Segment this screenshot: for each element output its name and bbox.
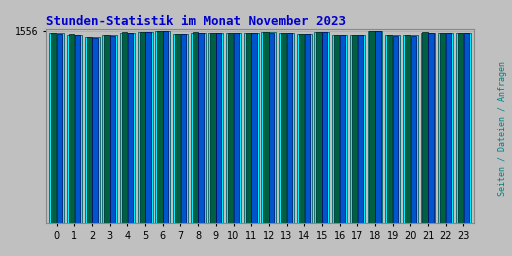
Bar [316,32,322,223]
Bar [92,38,98,223]
Bar [387,35,392,223]
Bar [287,33,292,223]
Bar [181,34,186,223]
Bar [57,34,62,223]
Bar [163,31,168,223]
Bar [357,35,363,223]
Bar [145,32,151,223]
Bar [140,32,145,223]
Bar [352,35,357,223]
Bar [67,35,82,223]
Bar [446,33,451,223]
Bar [157,31,162,223]
Bar [334,35,339,223]
Bar [405,35,410,223]
Bar [191,33,206,223]
Bar [75,35,80,223]
Bar [297,34,312,223]
Bar [104,35,110,223]
Bar [102,36,117,223]
Bar [216,33,221,223]
Bar [262,32,276,223]
Text: Stunden-Statistik im Monat November 2023: Stunden-Statistik im Monat November 2023 [46,15,346,28]
Bar [193,32,198,223]
Bar [385,35,400,223]
Bar [122,32,127,223]
Bar [279,33,294,223]
Bar [375,31,380,223]
Bar [322,32,328,223]
Bar [403,35,418,223]
Bar [246,33,251,223]
Bar [340,35,345,223]
Bar [175,34,180,223]
Bar [464,33,469,223]
Bar [422,32,428,223]
Bar [281,33,286,223]
Bar [368,31,382,223]
Bar [251,33,257,223]
Bar [305,34,310,223]
Bar [298,34,304,223]
Bar [228,33,233,223]
Bar [120,33,135,223]
Bar [350,35,365,223]
Bar [127,33,133,223]
Bar [226,33,241,223]
Bar [369,31,375,223]
Bar [420,33,435,223]
Bar [393,36,398,223]
Bar [440,33,445,223]
Bar [51,33,56,223]
Bar [411,36,416,223]
Bar [210,33,216,223]
Bar [199,33,204,223]
Bar [314,32,329,223]
Bar [173,34,188,223]
Text: Seiten / Dateien / Anfragen: Seiten / Dateien / Anfragen [498,60,507,196]
Bar [208,33,223,223]
Bar [156,31,170,223]
Bar [263,32,269,223]
Bar [234,33,239,223]
Bar [138,32,153,223]
Bar [458,33,463,223]
Bar [332,35,347,223]
Bar [428,33,434,223]
Bar [69,35,74,223]
Bar [49,33,64,223]
Bar [110,36,115,223]
Bar [244,33,259,223]
Bar [438,33,453,223]
Bar [87,37,92,223]
Bar [84,37,99,223]
Bar [456,33,471,223]
Bar [269,33,274,223]
